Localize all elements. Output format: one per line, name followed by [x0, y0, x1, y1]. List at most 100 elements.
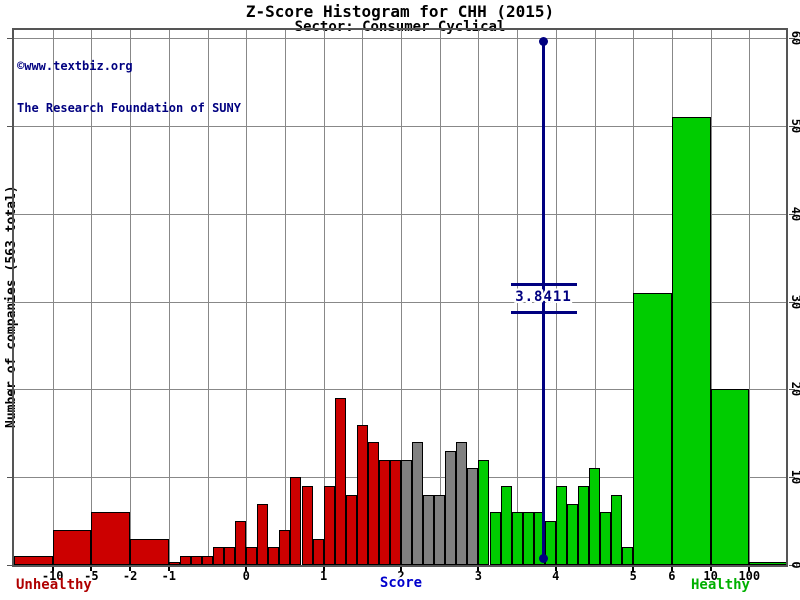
- y-tick-label: 30: [789, 294, 800, 309]
- y-tick-label: 0: [789, 561, 800, 569]
- x-axis-tick: [129, 567, 132, 571]
- vertical-gridline: [52, 30, 54, 565]
- marker-line: [542, 38, 545, 558]
- y-axis-tick-right: [789, 125, 795, 127]
- x-axis-tick: [748, 567, 751, 571]
- histogram-bar: [301, 485, 313, 565]
- histogram-bar: [312, 538, 324, 565]
- x-tick-label: -10: [41, 569, 64, 583]
- vertical-gridline: [362, 30, 364, 565]
- histogram-bar: [190, 556, 202, 565]
- histogram-bar: [389, 459, 401, 565]
- x-axis-tick: [477, 567, 480, 571]
- x-tick-label: 10: [703, 569, 718, 583]
- histogram-bar: [622, 547, 634, 565]
- vertical-gridline: [517, 30, 519, 565]
- x-tick-label: -1: [161, 569, 177, 583]
- histogram-bar: [456, 442, 468, 565]
- watermark-line-1: ©www.textbiz.org: [17, 59, 133, 73]
- histogram-bar: [633, 292, 672, 565]
- x-axis-tick: [400, 567, 402, 571]
- histogram-bar: [235, 521, 247, 565]
- x-axis-tick: [90, 567, 93, 571]
- x-tick-label: 5: [629, 569, 637, 583]
- y-axis-tick-right: [789, 477, 795, 479]
- histogram-bar: [367, 442, 379, 565]
- histogram-bar: [600, 512, 612, 565]
- vertical-gridline: [555, 30, 557, 565]
- marker-bottom-dot: [539, 554, 548, 563]
- histogram-bar: [224, 547, 236, 565]
- y-axis-tick-left: [7, 477, 13, 479]
- y-axis-tick-left: [7, 389, 13, 391]
- histogram-bar: [511, 512, 523, 565]
- histogram-bar: [434, 494, 446, 565]
- vertical-gridline: [207, 30, 209, 565]
- histogram-bar: [500, 485, 512, 565]
- histogram-bar: [566, 503, 578, 565]
- x-tick-label: -2: [122, 569, 138, 583]
- histogram-bar: [378, 459, 390, 565]
- x-tick-label: 4: [552, 569, 560, 583]
- marker-crossbar-bottom: [510, 311, 577, 314]
- y-axis-tick-right: [789, 389, 795, 391]
- histogram-bar: [671, 117, 711, 565]
- vertical-gridline: [594, 30, 596, 565]
- y-axis-tick-right: [789, 565, 795, 566]
- y-axis-tick-left: [7, 301, 13, 303]
- y-tick-label: 10: [789, 469, 800, 485]
- histogram-bar: [279, 529, 291, 565]
- x-axis-label: Score: [379, 575, 423, 591]
- histogram-bar: [91, 512, 131, 565]
- watermark: ©www.textbiz.org The Research Foundation…: [17, 31, 241, 143]
- horizontal-gridline: [14, 38, 788, 39]
- histogram-bar: [577, 485, 589, 565]
- watermark-line-2: The Research Foundation of SUNY: [17, 101, 241, 115]
- histogram-bar: [356, 424, 368, 565]
- healthy-zone-label: Healthy: [690, 577, 750, 593]
- vertical-gridline: [478, 30, 480, 565]
- vertical-gridline: [401, 30, 402, 565]
- histogram-bar: [522, 512, 534, 565]
- x-axis-tick: [245, 567, 248, 571]
- marker-crossbar-top: [510, 283, 577, 286]
- vertical-gridline: [439, 30, 441, 565]
- histogram-bar: [412, 442, 424, 565]
- histogram-bar: [555, 485, 567, 565]
- y-axis-title: Number of companies (563 total): [4, 185, 19, 428]
- y-axis-tick-right: [789, 301, 795, 303]
- y-axis-tick-right: [789, 213, 795, 215]
- marker-value-label: 3.8411: [515, 289, 572, 305]
- x-tick-label: 2: [397, 569, 405, 583]
- histogram-bar: [445, 450, 457, 565]
- histogram-bar: [749, 562, 788, 565]
- vertical-gridline: [130, 30, 132, 565]
- y-tick-label: 40: [789, 206, 800, 221]
- histogram-bar: [478, 459, 490, 565]
- histogram-bar: [213, 547, 225, 565]
- vertical-gridline: [91, 30, 93, 565]
- histogram-bar: [489, 512, 501, 565]
- histogram-bar: [401, 459, 413, 565]
- histogram-bar: [130, 538, 169, 565]
- x-axis-tick: [670, 567, 673, 571]
- x-tick-label: 100: [738, 569, 761, 583]
- horizontal-gridline: [14, 125, 788, 127]
- histogram-bar: [52, 529, 92, 565]
- vertical-gridline: [246, 30, 248, 565]
- histogram-bar: [423, 494, 435, 565]
- histogram-bar: [257, 503, 269, 565]
- histogram-bar: [202, 556, 213, 565]
- histogram-bar: [268, 547, 280, 565]
- histogram-bar: [168, 562, 180, 565]
- histogram-bar: [589, 468, 600, 565]
- horizontal-gridline: [14, 301, 788, 303]
- histogram-bar: [246, 547, 258, 565]
- unhealthy-zone-label: Unhealthy: [16, 577, 92, 593]
- y-axis-tick-left: [7, 565, 13, 566]
- y-tick-label: 50: [789, 118, 800, 134]
- y-axis-tick-right: [789, 38, 795, 39]
- histogram-bar: [334, 398, 346, 565]
- x-axis-tick: [632, 567, 635, 571]
